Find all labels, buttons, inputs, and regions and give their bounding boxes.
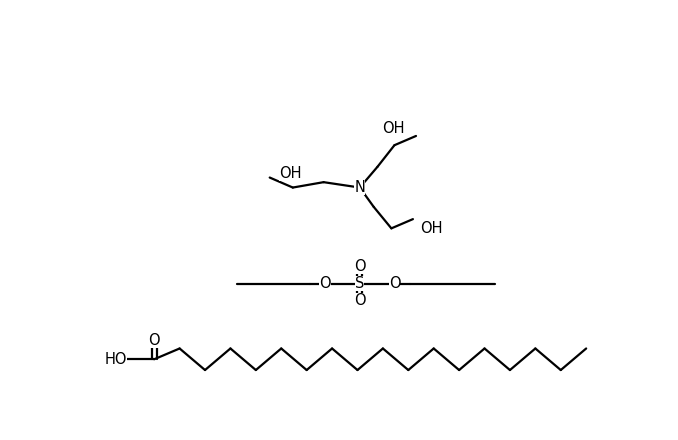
Text: OH: OH <box>420 221 443 236</box>
Text: OH: OH <box>382 121 404 136</box>
Text: O: O <box>354 293 365 308</box>
Text: O: O <box>148 333 160 348</box>
Text: O: O <box>354 259 365 275</box>
Text: OH: OH <box>279 166 302 181</box>
Text: N: N <box>355 180 365 195</box>
Text: S: S <box>355 276 365 291</box>
Text: O: O <box>319 276 331 291</box>
Text: HO: HO <box>104 352 127 367</box>
Text: O: O <box>388 276 400 291</box>
